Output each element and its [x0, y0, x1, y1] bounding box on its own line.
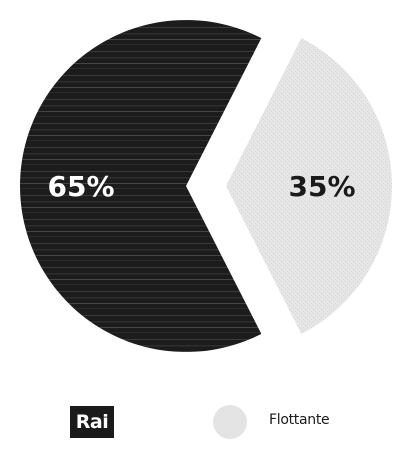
- pie-slice-flottante: [226, 38, 393, 334]
- slice-label-flottante: 35%: [288, 170, 355, 203]
- rai-logo: Rai: [70, 406, 114, 438]
- flottante-swatch: [213, 405, 247, 439]
- slice-label-rai: 65%: [47, 170, 114, 203]
- pie-slice-rai: [20, 20, 262, 353]
- legend: Rai Flottante: [0, 400, 394, 450]
- legend-label-flottante: Flottante: [269, 412, 330, 428]
